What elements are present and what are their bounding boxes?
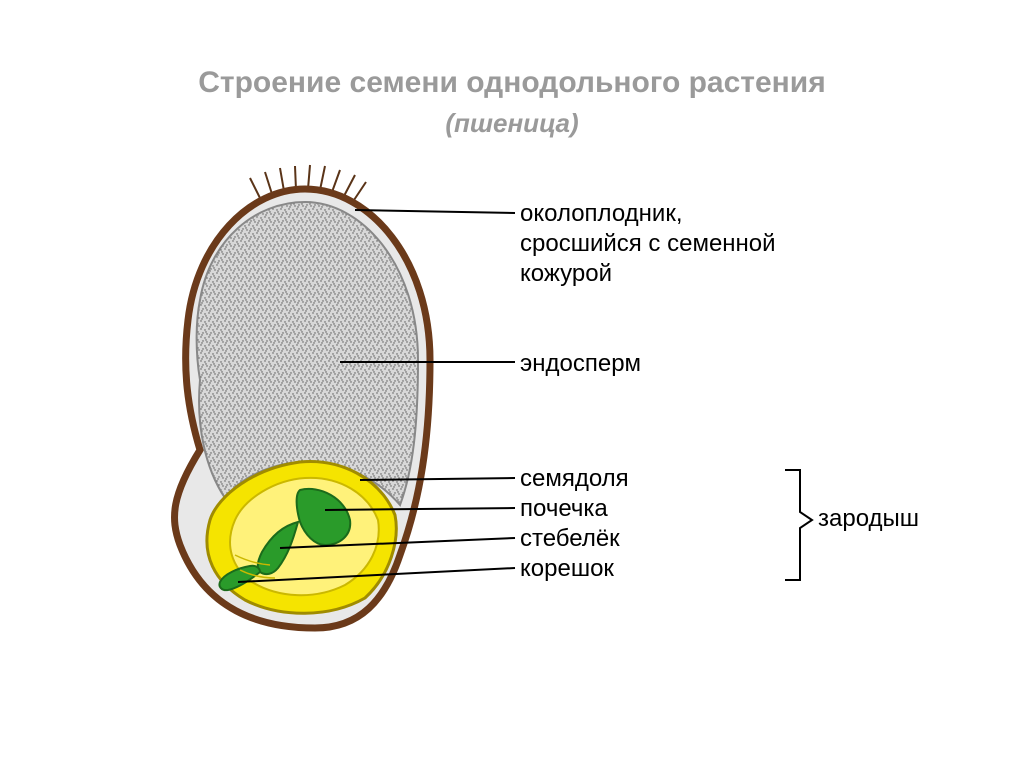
endosperm-region (197, 202, 418, 505)
embryo-bracket (785, 470, 812, 580)
seed-diagram (0, 0, 1024, 767)
